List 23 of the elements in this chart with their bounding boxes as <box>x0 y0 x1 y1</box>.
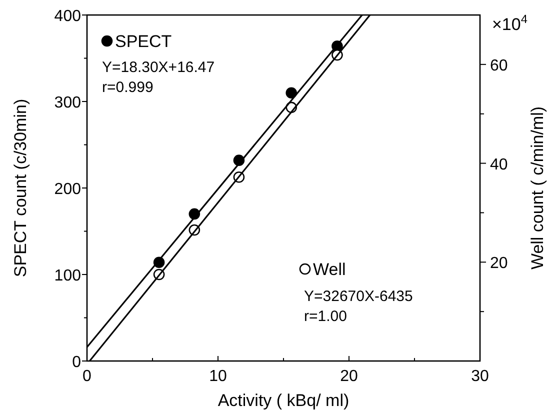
y2-axis-title: Well count ( c/min/ml) <box>528 106 547 270</box>
y-tick-label: 400 <box>54 8 82 25</box>
point <box>286 87 298 98</box>
x-tick-label: 30 <box>471 368 489 385</box>
y-tick-label: 300 <box>54 94 82 112</box>
y-tick-label: 200 <box>54 181 82 198</box>
x-tick-label: 0 <box>82 368 92 385</box>
annotation: Y=32670X-6435 <box>304 288 413 305</box>
y-tick-label: 0 <box>72 354 82 371</box>
legend-label: Well <box>313 260 346 279</box>
legend-label: SPECT <box>115 32 172 51</box>
annotation: r=0.999 <box>102 79 154 96</box>
y2-tick-label: 20 <box>490 255 508 272</box>
text: ×10$^{4}$ <box>492 12 528 34</box>
y2-tick-label: 40 <box>490 156 508 174</box>
x-tick-label: 20 <box>340 368 358 385</box>
x-axis-title: Activity ( kBq/ ml) <box>218 391 350 410</box>
annotation: r=1.00 <box>304 308 347 325</box>
y-tick-label: 100 <box>54 268 82 284</box>
y2-tick-label: 60 <box>490 57 508 74</box>
annotation: Y=18.30X+16.47 <box>102 59 215 76</box>
y-axis-title: SPECT count (c/30min) <box>11 98 30 278</box>
x-tick-label: 10 <box>209 368 227 385</box>
